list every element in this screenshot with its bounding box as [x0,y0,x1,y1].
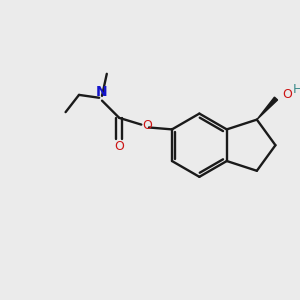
Text: O: O [283,88,292,101]
Text: O: O [114,140,124,153]
Polygon shape [257,97,278,120]
Text: O: O [142,119,152,132]
Text: N: N [96,85,108,99]
Text: H: H [292,83,300,96]
